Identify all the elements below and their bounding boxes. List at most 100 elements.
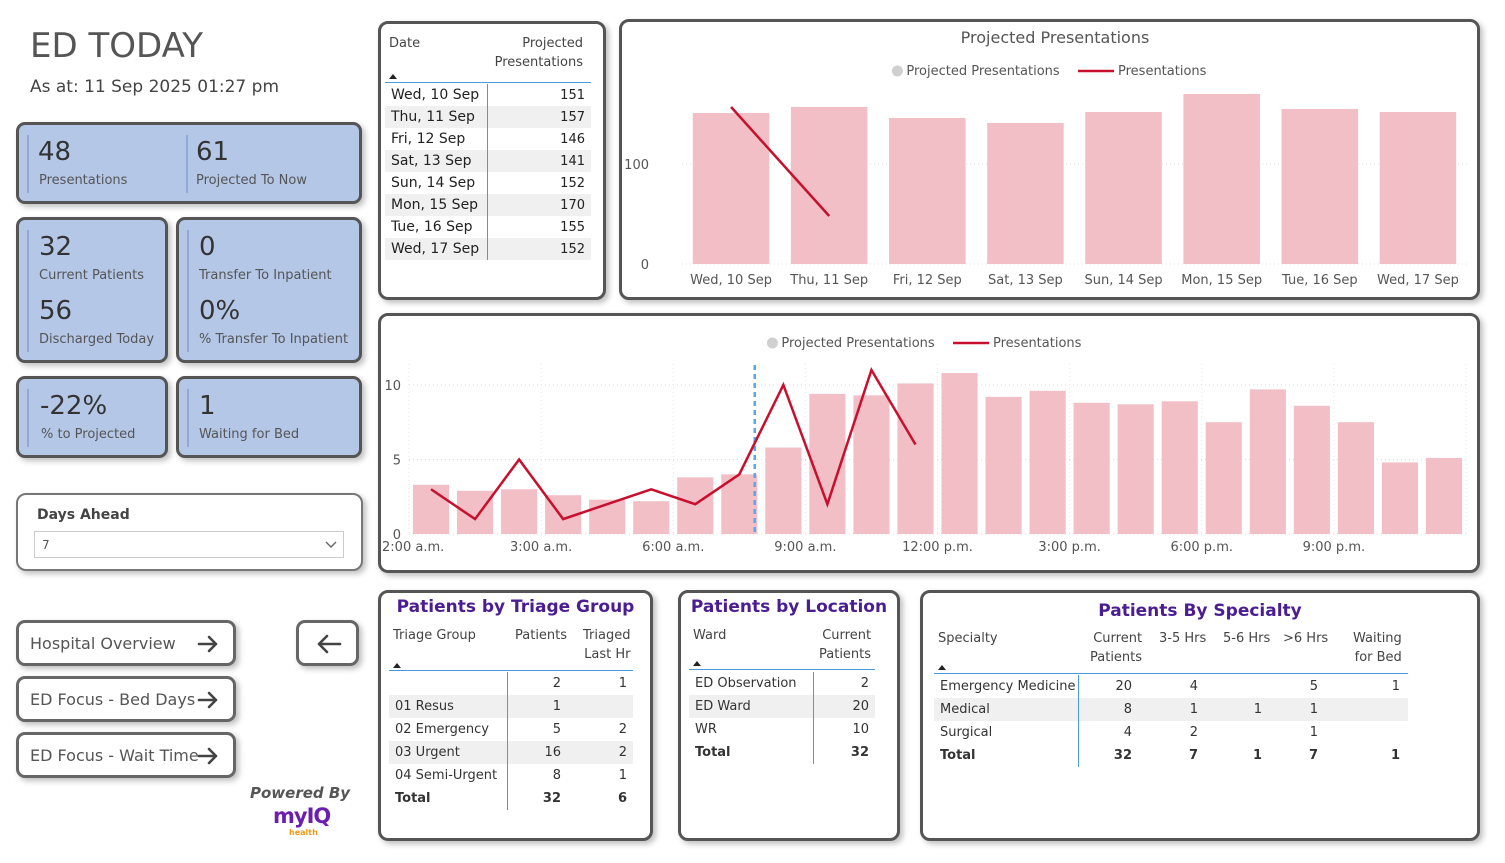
kpi-transfer-card: 0 Transfer To Inpatient 0% % Transfer To… — [176, 217, 362, 363]
bar[interactable] — [1029, 390, 1066, 534]
back-button[interactable] — [296, 620, 359, 666]
bar[interactable] — [1161, 401, 1198, 534]
hrs-5-6-cell — [1206, 721, 1270, 744]
col-header-specialty[interactable]: Specialty — [938, 631, 998, 646]
days-ahead-dropdown[interactable]: 7 — [34, 531, 344, 558]
bar[interactable] — [897, 383, 934, 534]
y-tick-label: 100 — [624, 158, 649, 173]
bar[interactable] — [765, 447, 802, 534]
bar[interactable] — [1205, 422, 1242, 534]
table-row[interactable]: WR 10 — [689, 718, 875, 741]
bar[interactable] — [633, 501, 670, 534]
total-label: Total — [395, 791, 431, 806]
table-row[interactable]: ED Ward 20 — [689, 695, 875, 718]
bar[interactable] — [1249, 389, 1286, 534]
bar[interactable] — [1183, 94, 1260, 264]
table-row[interactable]: Fri, 12 Sep 146 — [385, 128, 591, 150]
bar[interactable] — [677, 477, 714, 534]
daily-projection-chart: Projected Presentations Projected Presen… — [624, 28, 1467, 288]
sort-ascending-icon[interactable] — [393, 663, 401, 668]
col-header-date[interactable]: Date — [389, 36, 421, 51]
kpi-accent-bar — [187, 389, 189, 447]
current-patients-cell: 20 — [812, 695, 875, 718]
sort-ascending-icon[interactable] — [389, 74, 397, 79]
col-header-ward[interactable]: Ward — [693, 628, 727, 643]
bar[interactable] — [1425, 457, 1463, 534]
days-ahead-value: 7 — [42, 538, 50, 552]
col-header-triaged[interactable]: Triaged Last Hr — [583, 626, 630, 664]
table-row[interactable]: 02 Emergency 5 2 — [389, 718, 633, 741]
bar[interactable] — [1085, 112, 1162, 264]
bar[interactable] — [1379, 112, 1457, 264]
bar[interactable] — [941, 372, 978, 534]
bar[interactable] — [721, 474, 758, 534]
table-row[interactable]: Sun, 14 Sep 152 — [385, 172, 591, 194]
table-row[interactable]: Sat, 13 Sep 141 — [385, 150, 591, 172]
bar[interactable] — [790, 107, 868, 264]
col-header-waiting-for-bed[interactable]: Waiting for Bed — [1353, 629, 1402, 667]
chart-bars — [692, 94, 1457, 264]
row-date: Wed, 10 Sep — [391, 87, 480, 103]
bed-days-button[interactable]: ED Focus - Bed Days — [16, 676, 236, 722]
triage-group-cell — [389, 672, 507, 695]
bar[interactable] — [1293, 405, 1330, 534]
table-row[interactable]: Wed, 10 Sep 151 — [385, 84, 591, 106]
x-tick-label: Mon, 15 Sep — [1181, 273, 1262, 288]
x-axis-labels: Wed, 10 Sep Thu, 11 Sep Fri, 12 Sep Sat, 13… — [690, 273, 1459, 288]
row-date: Mon, 15 Sep — [391, 197, 479, 213]
bar[interactable] — [853, 395, 890, 534]
col-header-5-6-hrs[interactable]: 5-6 Hrs — [1223, 631, 1271, 646]
days-ahead-slicer: Days Ahead 7 — [16, 493, 363, 571]
bar[interactable] — [889, 118, 966, 264]
projection-table: Wed, 10 Sep 151 Thu, 11 Sep 157 Fri, 12 Sep 1… — [385, 84, 591, 260]
col-header-projected[interactable]: Projected Presentations — [495, 34, 583, 72]
triaged-last-hr-cell: 2 — [618, 745, 627, 760]
legend-marker-projected — [766, 337, 778, 349]
wait-time-button[interactable]: ED Focus - Wait Time — [16, 732, 236, 778]
triage-title: Patients by Triage Group — [396, 597, 635, 617]
col-header-current-patients[interactable]: Current Patients — [819, 626, 871, 664]
bar[interactable] — [457, 490, 494, 534]
kpi-accent-bar — [187, 230, 189, 352]
current-patients-value: 32 — [39, 232, 73, 262]
col-header-patients[interactable]: Patients — [515, 628, 568, 643]
col-header-3-5-hrs[interactable]: 3-5 Hrs — [1159, 631, 1207, 646]
hospital-overview-button[interactable]: Hospital Overview — [16, 620, 236, 666]
table-row[interactable]: ED Observation 2 — [689, 672, 875, 695]
legend-label-presentations: Presentations — [993, 336, 1082, 351]
bar[interactable] — [1337, 422, 1374, 534]
bar[interactable] — [1073, 402, 1110, 534]
triage-table-card: Patients by Triage Group Triage Group Pa… — [378, 590, 653, 841]
logo-subtext: health — [289, 828, 318, 837]
bar[interactable] — [501, 489, 538, 534]
table-row[interactable]: Medical 8 1 1 1 — [934, 698, 1408, 721]
sort-ascending-icon[interactable] — [938, 665, 946, 670]
table-row[interactable]: Tue, 16 Sep 155 — [385, 216, 591, 238]
col-header-6-plus-hrs[interactable]: >6 Hrs — [1283, 631, 1329, 646]
bar[interactable] — [1117, 404, 1154, 534]
bar[interactable] — [692, 113, 770, 264]
table-row[interactable]: Mon, 15 Sep 170 — [385, 194, 591, 216]
table-row[interactable]: 04 Semi-Urgent 8 1 — [389, 764, 633, 787]
pct-transfer-value: 0% — [199, 296, 241, 326]
specialty-cell: Emergency Medicine — [940, 679, 1076, 694]
y-tick-label: 10 — [384, 379, 401, 394]
arrow-right-icon — [197, 635, 218, 653]
table-row[interactable]: 03 Urgent 16 2 — [389, 741, 633, 764]
sort-ascending-icon[interactable] — [693, 661, 701, 666]
hourly-chart: Projected Presentations Presentations 12:… — [381, 336, 1467, 555]
table-row[interactable]: Wed, 17 Sep 152 — [385, 238, 591, 260]
bar[interactable] — [987, 123, 1064, 264]
table-row[interactable]: Thu, 11 Sep 157 — [385, 106, 591, 128]
col-header-triage-group[interactable]: Triage Group — [393, 628, 476, 643]
table-row[interactable]: Emergency Medicine 20 4 5 1 — [934, 675, 1408, 698]
table-row[interactable]: 01 Resus 1 — [389, 695, 633, 718]
bar[interactable] — [985, 396, 1022, 534]
bar[interactable] — [412, 484, 450, 534]
hourly-chart-card: Projected Presentations Presentations 12:… — [378, 313, 1480, 573]
bar[interactable] — [1281, 109, 1359, 264]
col-header-current[interactable]: Current Patients — [1090, 629, 1142, 667]
table-row[interactable]: Surgical 4 2 1 — [934, 721, 1408, 744]
bar[interactable] — [1381, 462, 1418, 534]
